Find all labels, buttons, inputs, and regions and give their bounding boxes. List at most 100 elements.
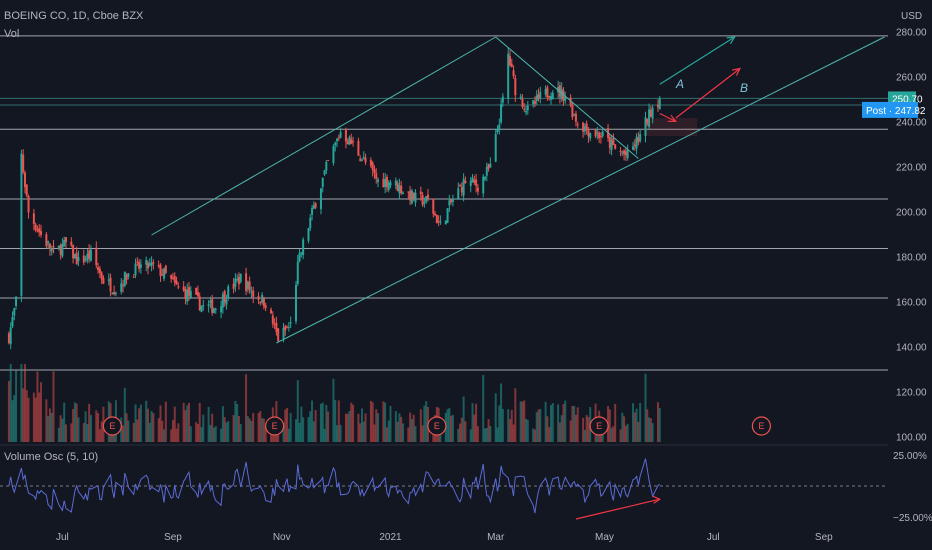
volume-bar — [635, 408, 638, 442]
candle-body — [421, 195, 424, 206]
price-axis[interactable]: USD 280.00 260.00 240.00 220.00 200.00 180.00… — [896, 11, 927, 444]
earnings-marker-label: E — [758, 421, 764, 431]
wave-b-label[interactable]: B — [740, 81, 748, 95]
projection-arrow-3[interactable] — [675, 68, 741, 119]
candle-body — [75, 252, 78, 265]
candle-body — [57, 245, 60, 249]
volume-bar — [196, 424, 199, 442]
candle-body — [262, 297, 265, 307]
earnings-marker[interactable] — [589, 416, 609, 436]
volume-bar — [221, 406, 224, 442]
volume-bar — [582, 417, 585, 442]
volume-bar — [95, 410, 98, 442]
candle-body — [510, 63, 513, 67]
candle-body — [277, 328, 280, 342]
volume-bar — [23, 364, 26, 442]
time-axis[interactable]: Jul Sep Nov 2021 Mar May Jul Sep — [56, 532, 833, 543]
volume-bar — [287, 428, 290, 442]
volume-bar — [239, 424, 242, 442]
candle-body — [182, 286, 185, 291]
falling-trend-line[interactable] — [495, 36, 639, 159]
price-tick-label: 100.00 — [896, 433, 927, 444]
time-tick-label: May — [595, 532, 614, 543]
candle-body — [373, 169, 376, 173]
volume-bar — [473, 414, 476, 442]
candle-body — [207, 304, 210, 307]
candle-body — [357, 140, 360, 156]
candle-body — [319, 188, 322, 210]
candle-body — [648, 109, 651, 127]
volume-bar — [537, 409, 540, 442]
earnings-marker[interactable] — [102, 416, 122, 436]
volume-bar — [123, 387, 126, 442]
wave-a-label[interactable]: A — [675, 77, 684, 91]
candle-body — [200, 305, 203, 312]
target-zone[interactable] — [645, 118, 698, 136]
candle-body — [284, 326, 287, 331]
volume-bar — [234, 400, 237, 442]
volume-legend[interactable]: Vol — [4, 28, 20, 40]
candle-body — [195, 287, 198, 295]
volume-bar — [498, 405, 501, 442]
volume-bar — [307, 417, 310, 442]
candle-body — [498, 124, 501, 131]
volume-bar — [362, 421, 365, 442]
candle-body — [95, 247, 98, 266]
symbol-title[interactable]: BOEING CO, 1D, Cboe BZX — [4, 10, 144, 22]
candle-body — [599, 136, 602, 138]
volume-bar — [656, 402, 659, 442]
candle-body — [107, 279, 110, 281]
volume-bar — [100, 421, 103, 442]
earnings-marker[interactable] — [265, 416, 285, 436]
candle-body — [377, 179, 380, 183]
volume-bar — [382, 401, 385, 442]
divergence-arrow[interactable] — [575, 498, 660, 520]
oscillator-legend[interactable]: Volume Osc (5, 10) — [4, 451, 99, 463]
trend-drawings[interactable] — [151, 36, 885, 344]
volume-bar — [259, 410, 262, 442]
candle-body — [624, 151, 627, 156]
volume-bar — [134, 404, 137, 442]
volume-bar — [186, 405, 189, 442]
candle-body — [50, 248, 53, 252]
volume-bar — [482, 375, 485, 442]
projection-arrow-3-head — [732, 67, 742, 76]
volume-bar — [312, 421, 315, 442]
volume-bar — [398, 413, 401, 442]
earnings-marker-label: E — [596, 421, 602, 431]
volume-bar — [82, 422, 85, 442]
candle-body — [282, 327, 285, 339]
volume-bar — [232, 415, 235, 442]
time-tick-label: 2021 — [379, 532, 402, 543]
candle-body — [494, 133, 497, 162]
earnings-marker[interactable] — [751, 416, 771, 436]
volume-bar — [384, 402, 387, 442]
volume-bar — [510, 409, 513, 442]
projection-arrow-2[interactable] — [659, 112, 677, 122]
volume-bar — [496, 427, 499, 442]
horizontal-levels — [0, 35, 888, 371]
channel-upper-line[interactable] — [151, 36, 496, 236]
volume-bar — [296, 380, 299, 442]
candle-body — [619, 151, 622, 153]
candle-body — [457, 188, 460, 200]
volume-bar — [623, 416, 626, 442]
volume-bar — [261, 418, 264, 442]
volume-bar — [75, 403, 78, 442]
wave-annotations[interactable]: A B — [675, 77, 748, 95]
volume-bar — [209, 424, 212, 442]
volume-bar — [13, 395, 16, 442]
osc-axis-top: 25.00% — [893, 451, 927, 462]
candle-body — [610, 140, 613, 150]
candle-body — [549, 96, 552, 100]
candle-body — [535, 95, 538, 102]
candle-body — [337, 137, 340, 139]
volume-bar — [236, 404, 239, 442]
channel-lower-line[interactable] — [276, 36, 885, 344]
earnings-marker[interactable] — [427, 416, 447, 436]
projection-arrow-1[interactable] — [659, 36, 735, 85]
candle-body — [519, 96, 522, 99]
volume-bar — [284, 409, 287, 442]
